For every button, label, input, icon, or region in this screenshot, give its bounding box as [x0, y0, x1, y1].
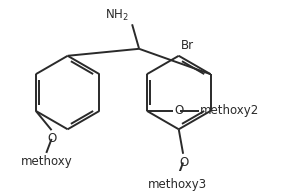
- Text: O: O: [174, 104, 183, 117]
- Text: methoxy3: methoxy3: [148, 178, 207, 191]
- Text: O: O: [48, 132, 57, 145]
- Text: NH$_2$: NH$_2$: [105, 8, 129, 23]
- Text: Br: Br: [181, 39, 194, 52]
- Text: O: O: [179, 155, 189, 168]
- Text: methoxy: methoxy: [20, 155, 72, 168]
- Text: methoxy2: methoxy2: [200, 104, 260, 117]
